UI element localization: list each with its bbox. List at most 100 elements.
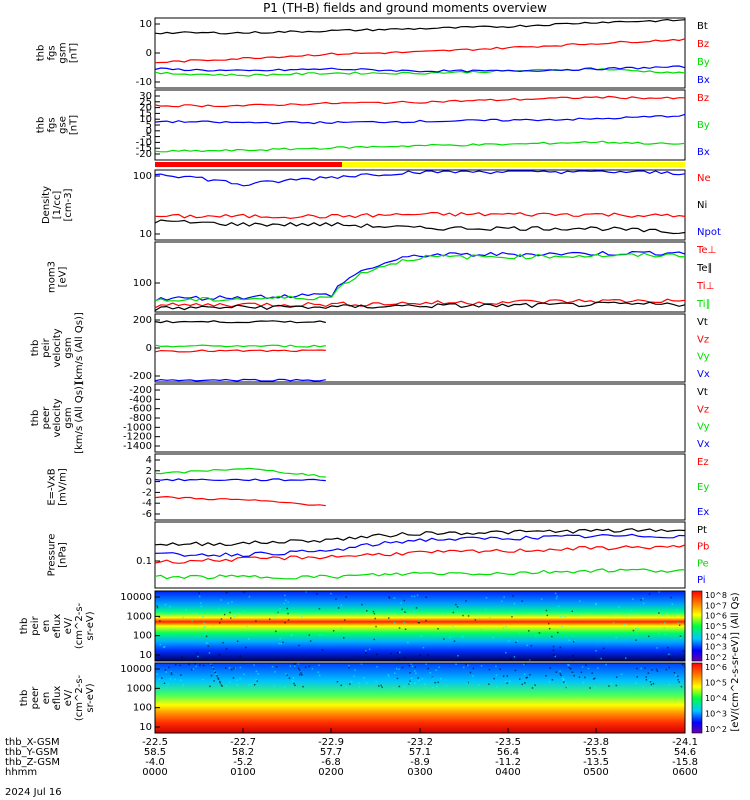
legend-entry: Vt <box>697 317 708 328</box>
spectrogram-speckle <box>287 619 290 621</box>
y-axis-label: thb <box>19 690 30 707</box>
spectrogram-speckle <box>253 684 256 686</box>
spectrogram-speckle <box>293 682 295 685</box>
y-axis-label: fgs <box>47 45 58 60</box>
spectrogram-speckle <box>413 595 416 597</box>
spectrogram-speckle <box>414 666 416 668</box>
spectrogram-speckle <box>174 663 177 666</box>
x-tick-label: 55.5 <box>585 747 607 758</box>
series-peir-vel-Vy <box>154 344 326 348</box>
spectrogram-speckle <box>156 606 159 609</box>
spectrogram-speckle <box>608 685 610 687</box>
spectrogram-speckle <box>170 671 173 674</box>
spectrogram-speckle <box>657 632 660 635</box>
spectrogram-speckle <box>301 674 303 676</box>
spectrogram-speckle <box>545 609 548 612</box>
spectrogram-speckle <box>467 681 469 684</box>
colorbar-tick: 10^4 <box>705 632 727 641</box>
y-axis-label: peir <box>30 615 41 635</box>
spectrogram-speckle <box>499 668 501 670</box>
spectrogram-speckle <box>558 605 560 608</box>
series-efield-Ez <box>154 495 326 507</box>
legend-entry: Te⊥ <box>696 245 716 256</box>
spectrogram-speckle <box>200 602 202 604</box>
spectrogram-speckle <box>204 625 206 628</box>
spectrogram-speckle <box>556 595 558 598</box>
x-tick-label: -23.8 <box>583 737 609 748</box>
spectrogram-speckle <box>161 677 163 679</box>
spectrogram-speckle <box>209 685 211 688</box>
spectrogram-speckle <box>368 648 371 651</box>
y-tick-label: -200 <box>129 385 152 396</box>
spectrogram-speckle <box>219 682 221 684</box>
spectrogram-speckle <box>437 681 439 684</box>
series-fgs-gsm-Bx <box>154 65 686 73</box>
spectrogram-speckle <box>529 674 531 676</box>
spectrogram-speckle <box>554 655 556 658</box>
spectrogram-speckle <box>440 678 442 680</box>
spectrogram-speckle <box>358 682 360 684</box>
panel-frame <box>154 521 686 589</box>
spectrogram-speckle <box>513 602 516 605</box>
spectrogram-speckle <box>573 675 575 677</box>
spectrogram-speckle <box>207 645 209 647</box>
spectrogram-speckle <box>373 612 376 615</box>
spectrogram-speckle <box>239 666 242 669</box>
panel-fgs-gsm: 10 0 -10 thb fgs gsm [nT] Bt Bz By Bx <box>36 17 710 89</box>
spectrogram-speckle <box>220 684 223 686</box>
spectrogram-speckle <box>298 669 301 671</box>
spectrogram-speckle <box>636 667 638 670</box>
spectrogram-speckle <box>387 674 389 676</box>
spectrogram-speckle <box>570 668 572 670</box>
spectrogram-speckle <box>255 678 257 681</box>
y-axis-label: thb <box>30 340 41 357</box>
spectrogram-speckle <box>286 607 288 610</box>
spectrogram-speckle <box>524 673 526 675</box>
spectrogram-speckle <box>343 637 345 639</box>
y-tick-label: 1000 <box>127 611 152 622</box>
colorbar-tick: 10^5 <box>705 679 727 688</box>
spectrogram-speckle <box>283 602 286 605</box>
spectrogram-speckle <box>449 636 451 639</box>
spectrogram-speckle <box>164 603 167 606</box>
spectrogram-speckle <box>453 640 456 642</box>
spectrogram-speckle <box>507 640 510 642</box>
spectrogram-speckle <box>317 671 320 673</box>
spectrogram-speckle <box>615 636 617 639</box>
spectrogram-speckle <box>170 628 172 631</box>
spectrogram-speckle <box>330 592 332 595</box>
spectrogram-speckle <box>376 666 378 668</box>
spectrogram-speckle <box>560 674 562 677</box>
spectrogram-speckle <box>202 615 204 618</box>
spectrogram-speckle <box>202 678 204 681</box>
y-axis-label: eV/ <box>63 617 74 634</box>
spectrogram-speckle <box>566 686 568 689</box>
spectrogram-speckle <box>165 671 167 673</box>
spectrogram-speckle <box>243 673 245 676</box>
spectrogram-speckle <box>201 612 204 614</box>
spectrogram-speckle <box>401 666 404 669</box>
spectrogram-speckle <box>505 680 507 683</box>
y-tick-label: 4 <box>146 455 152 466</box>
y-axis-label: eflux <box>52 614 63 639</box>
spectrogram-speckle <box>365 649 367 652</box>
spectrogram-speckle <box>425 663 427 665</box>
spectrogram-speckle <box>650 686 653 689</box>
spectrogram-speckle <box>605 663 607 666</box>
colorbar-tick: 10^8 <box>705 591 727 600</box>
spectrogram-speckle <box>198 595 201 598</box>
spectrogram-speckle <box>374 617 376 620</box>
x-tick-label: 56.4 <box>497 747 519 758</box>
spectrogram-speckle <box>640 667 642 670</box>
spectrogram-speckle <box>348 665 350 667</box>
spectrogram-speckle <box>348 666 350 669</box>
spectrogram-speckle <box>388 597 391 599</box>
spectrogram-speckle <box>409 672 411 674</box>
spectrogram-speckle <box>373 638 375 641</box>
spectrogram-speckle <box>223 613 226 616</box>
spectrogram-speckle <box>592 678 595 680</box>
x-row-label: thb_Z-GSM <box>5 757 60 768</box>
x-tick-label: 58.5 <box>144 747 166 758</box>
series-density-Ni <box>154 219 686 235</box>
